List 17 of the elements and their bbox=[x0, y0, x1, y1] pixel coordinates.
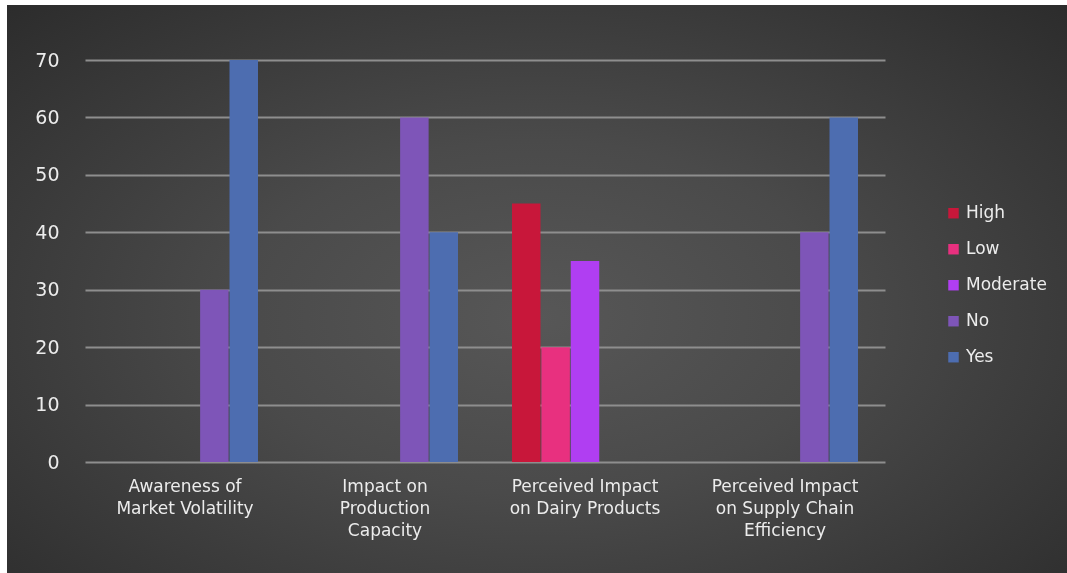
legend-label: Yes bbox=[965, 346, 994, 367]
y-tick-label: 0 bbox=[47, 450, 60, 473]
legend-label: Low bbox=[966, 238, 1000, 259]
legend-label: High bbox=[966, 202, 1006, 223]
x-tick-label: Impact on Production Capacity bbox=[339, 475, 431, 540]
legend-label: No bbox=[966, 310, 990, 331]
x-tick-label: Awareness of Market Volatility bbox=[116, 475, 254, 518]
y-tick-label: 40 bbox=[35, 220, 60, 243]
legend-label: Moderate bbox=[966, 274, 1047, 295]
x-tick-label: Perceived Impact on Dairy Products bbox=[509, 475, 661, 518]
y-tick-label: 20 bbox=[35, 335, 60, 358]
y-tick-label: 50 bbox=[35, 163, 60, 186]
y-tick-label: 70 bbox=[35, 48, 60, 71]
y-tick-label: 30 bbox=[35, 278, 60, 301]
x-tick-label: Perceived Impact on Supply Chain Efficiency bbox=[711, 475, 859, 540]
y-tick-label: 10 bbox=[35, 393, 60, 416]
y-tick-label: 60 bbox=[35, 105, 60, 128]
